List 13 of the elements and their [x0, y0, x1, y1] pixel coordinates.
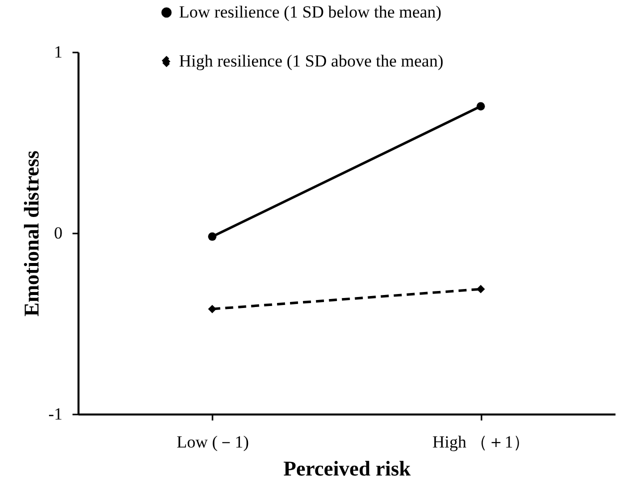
x-tick-label: High （＋1） [432, 432, 530, 452]
y-axis-title: Emotional distress [19, 150, 44, 316]
legend-label: High resilience (1 SD above the mean) [179, 52, 444, 70]
point [476, 284, 485, 294]
y-tick-label: -1 [48, 404, 62, 424]
x-tick-label: Low (－1) [176, 432, 249, 452]
point [208, 304, 216, 314]
legend-label: Low resilience (1 SD below the mean) [179, 2, 442, 22]
y-tick-label: 0 [54, 224, 62, 242]
x-axis-title: Perceived risk [283, 456, 411, 480]
y-tick-label: 1 [54, 42, 62, 62]
point [476, 102, 485, 110]
point [208, 232, 216, 241]
